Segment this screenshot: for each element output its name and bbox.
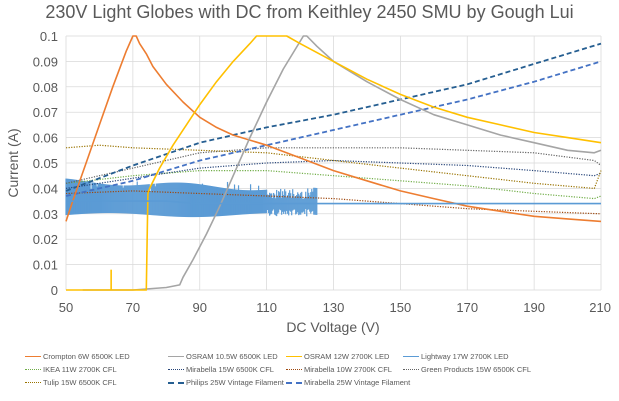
legend-label: Mirabella 15W 6500K CFL: [186, 365, 274, 374]
y-tick-label: 0.04: [33, 181, 58, 196]
x-tick-label: 90: [193, 300, 207, 315]
legend-item: OSRAM 10.5W 6500K LED: [168, 352, 278, 361]
x-tick-label: 210: [589, 300, 611, 315]
legend-item: IKEA 11W 2700K CFL: [25, 365, 117, 374]
legend-item: Mirabella 10W 2700K CFL: [286, 365, 392, 374]
y-tick-label: 0.02: [33, 232, 58, 247]
x-tick-labels: 50 70 90 110 130 150 170 190 210: [59, 300, 611, 315]
legend-item: Philips 25W Vintage Filament: [168, 378, 284, 387]
legend-item: Mirabella 25W Vintage Filament: [286, 378, 410, 387]
x-tick-label: 190: [523, 300, 545, 315]
legend-label: OSRAM 10.5W 6500K LED: [186, 352, 278, 361]
legend-swatch: [168, 356, 184, 357]
legend-swatch: [403, 369, 419, 370]
series-line-10: [65, 60, 602, 197]
x-tick-label: 170: [456, 300, 478, 315]
legend-swatch: [168, 381, 184, 384]
legend-label: Mirabella 25W Vintage Filament: [304, 378, 411, 387]
x-tick-label: 130: [323, 300, 345, 315]
legend-swatch: [286, 381, 302, 384]
legend-item: OSRAM 12W 2700K LED: [286, 352, 389, 361]
chart-svg: 0 0.01 0.02 0.03 0.04 0.05 0.06 0.07 0.08 0.09 0.1…: [5, 29, 611, 335]
legend-label: Green Products 15W 6500K CFL: [421, 365, 532, 374]
legend-label: OSRAM 12W 2700K LED: [304, 352, 390, 361]
chart-title: 230V Light Globes with DC from Keithley …: [45, 2, 574, 22]
y-tick-label: 0.01: [33, 258, 58, 273]
y-tick-label: 0.05: [33, 156, 58, 171]
legend-swatch: [168, 369, 184, 370]
series-line-4: [65, 170, 602, 200]
series-line-3: [66, 200, 601, 205]
x-axis-label: DC Voltage (V): [286, 319, 379, 335]
legend-swatch: [25, 369, 41, 370]
y-tick-label: 0.09: [33, 54, 58, 69]
series-line-7: [65, 147, 602, 184]
legend-swatch: [286, 369, 302, 370]
y-axis-label: Current (A): [5, 128, 21, 197]
legend-swatch: [25, 382, 41, 383]
series-line-1: [82, 35, 602, 291]
x-tick-label: 150: [390, 300, 412, 315]
lightway-noise-band: [65, 178, 318, 218]
y-tick-label: 0: [51, 283, 58, 298]
series-group: [65, 35, 602, 291]
legend: Crompton 6W 6500K LED OSRAM 10.5W 6500K L…: [25, 352, 610, 392]
legend-swatch: [403, 356, 419, 357]
series-line-5: [65, 159, 602, 189]
legend-item: Crompton 6W 6500K LED: [25, 352, 130, 361]
series-line-6: [65, 190, 602, 215]
legend-label: Crompton 6W 6500K LED: [43, 352, 130, 361]
legend-item: Mirabella 15W 6500K CFL: [168, 365, 274, 374]
legend-label: Tulip 15W 6500K CFL: [43, 378, 117, 387]
legend-item: Green Products 15W 6500K CFL: [403, 365, 531, 374]
legend-label: IKEA 11W 2700K CFL: [43, 365, 117, 374]
x-tick-label: 110: [256, 300, 277, 315]
series-line-2: [66, 35, 602, 291]
y-tick-label: 0.1: [40, 29, 58, 44]
legend-item: Tulip 15W 6500K CFL: [25, 378, 117, 387]
legend-swatch: [25, 356, 41, 357]
y-tick-label: 0.07: [33, 105, 58, 120]
y-tick-label: 0.03: [33, 207, 58, 222]
legend-label: Philips 25W Vintage Filament: [186, 378, 284, 387]
series-line-8: [65, 144, 602, 189]
legend-label: Lightway 17W 2700K LED: [421, 352, 509, 361]
y-tick-labels: 0 0.01 0.02 0.03 0.04 0.05 0.06 0.07 0.08 0.09 0.1: [33, 29, 58, 298]
legend-item: Lightway 17W 2700K LED: [403, 352, 509, 361]
y-tick-label: 0.08: [33, 80, 58, 95]
legend-label: Mirabella 10W 2700K CFL: [304, 365, 392, 374]
x-tick-label: 70: [126, 300, 140, 315]
y-tick-label: 0.06: [33, 131, 58, 146]
x-tick-label: 50: [59, 300, 73, 315]
legend-swatch: [286, 356, 302, 357]
